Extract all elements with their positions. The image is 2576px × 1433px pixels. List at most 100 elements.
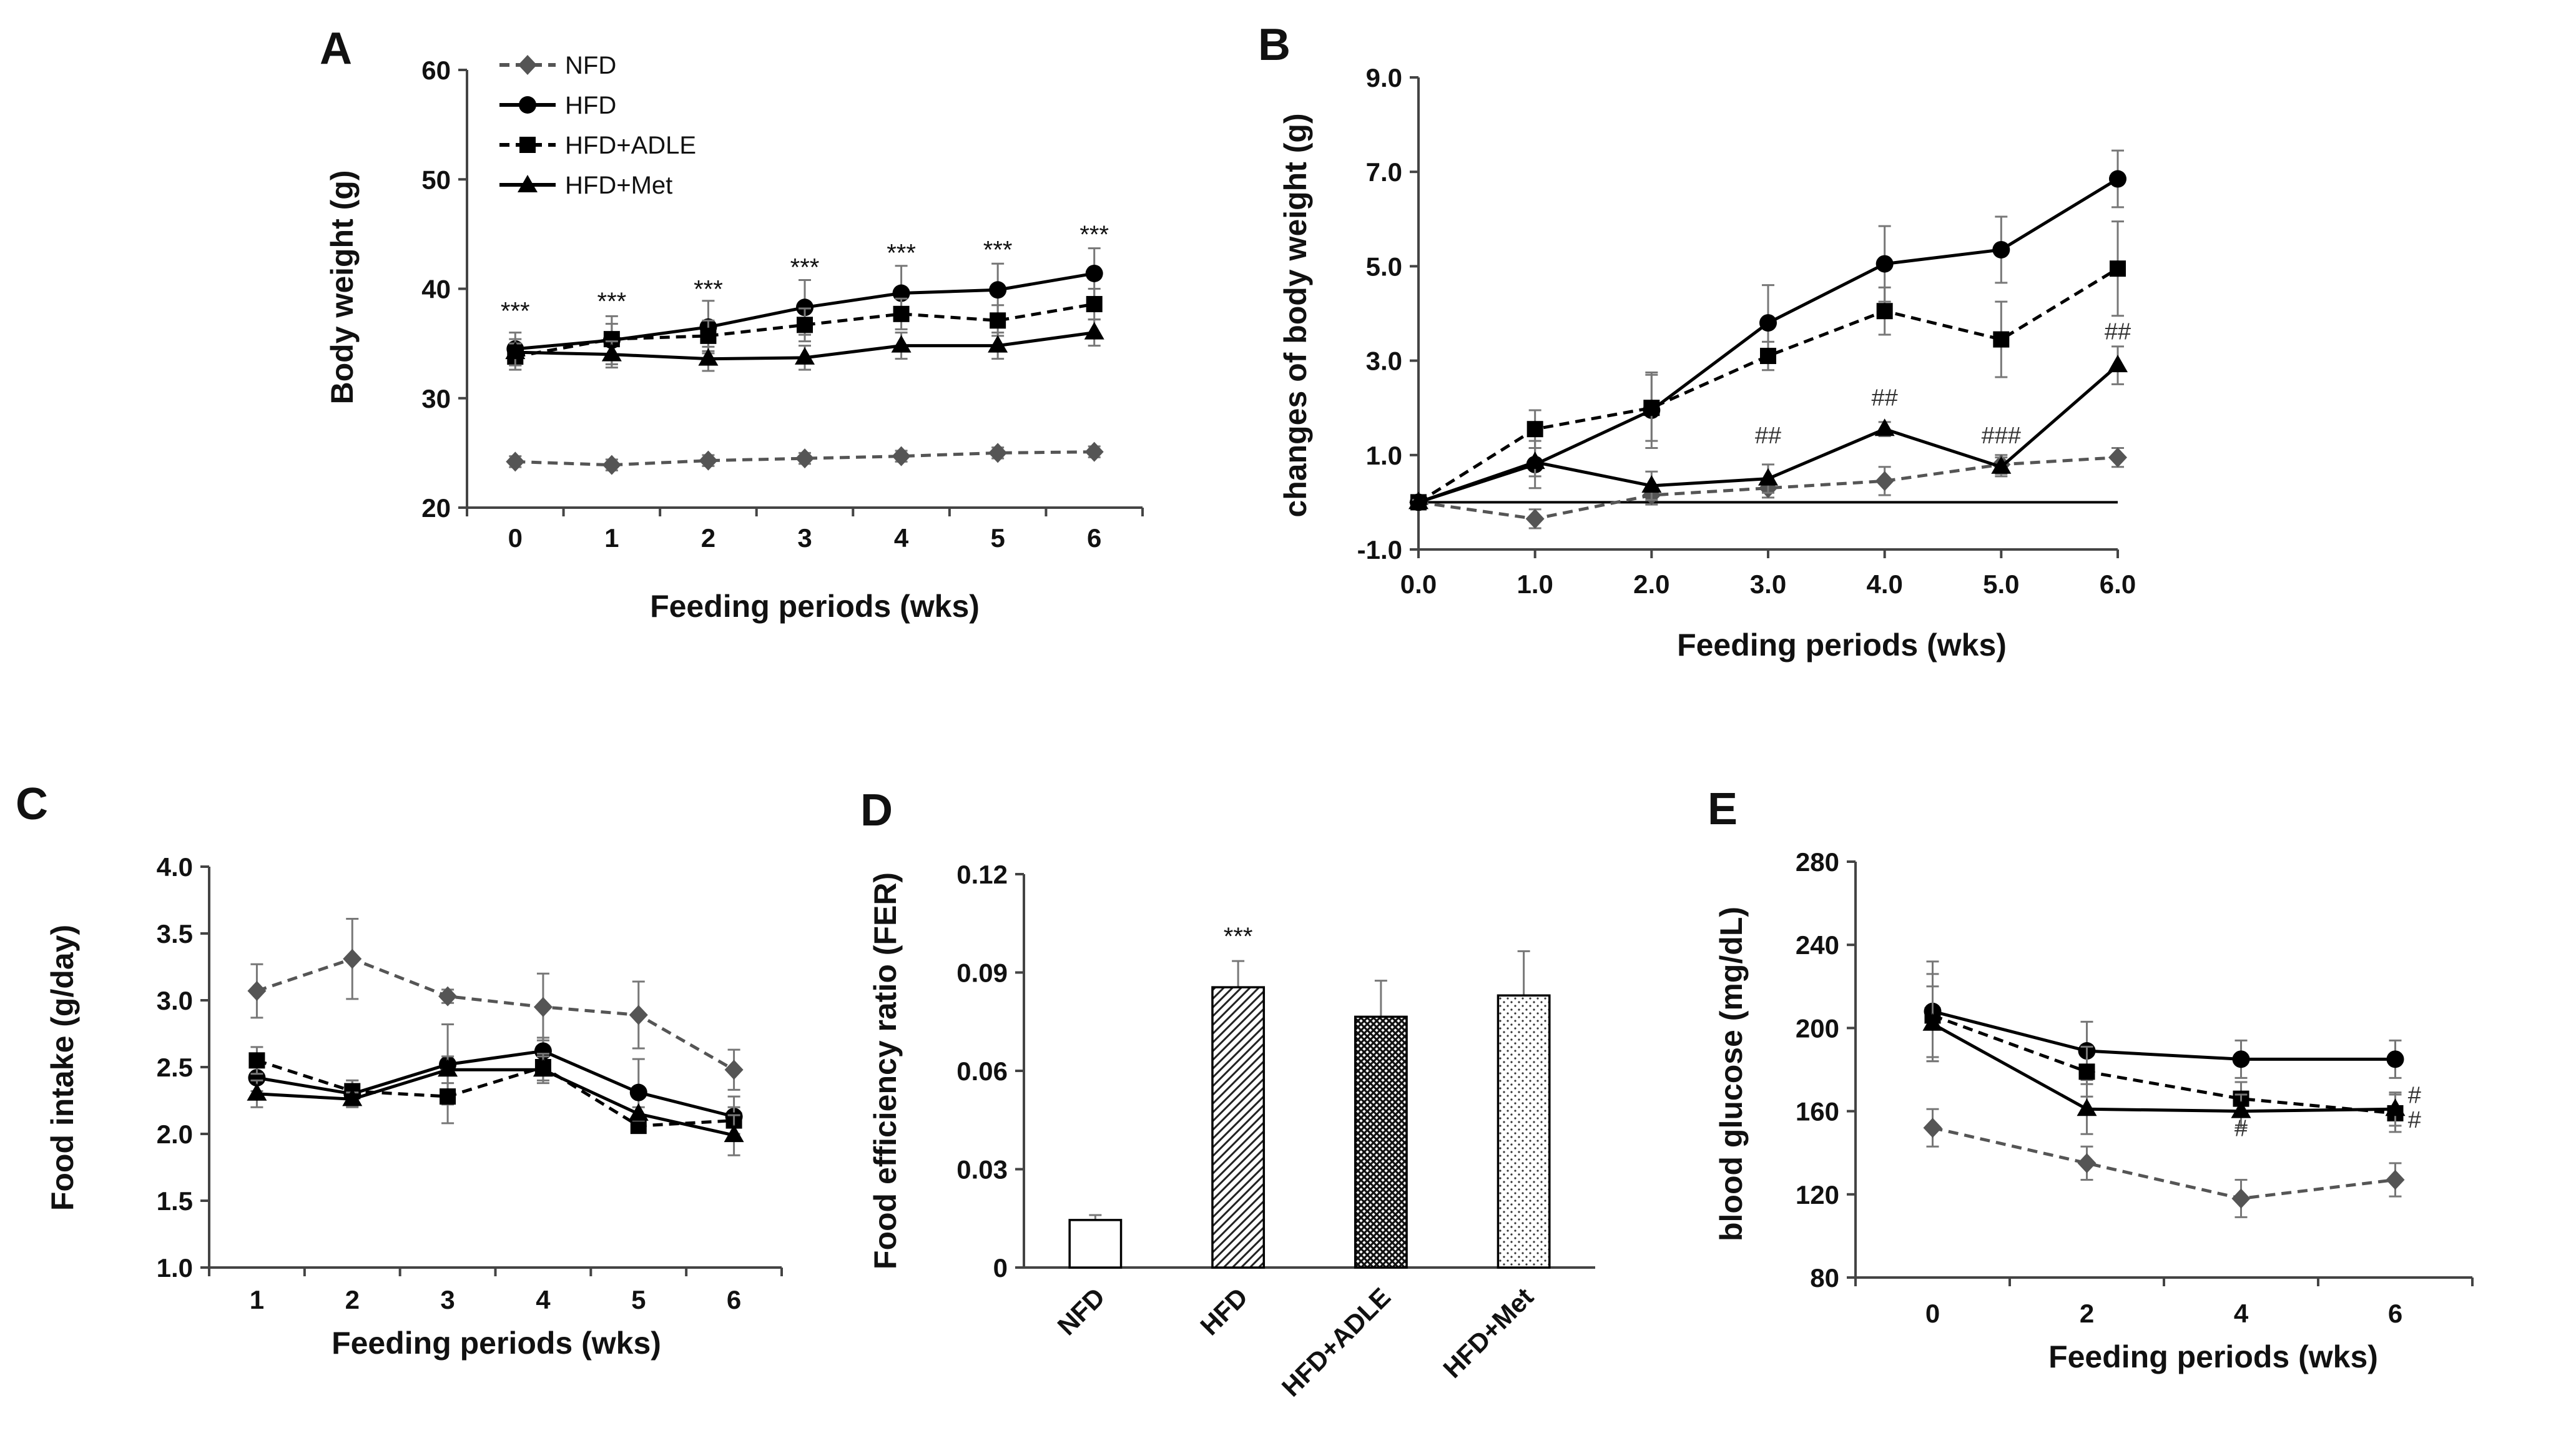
chart-a-point-hfd-met [988, 335, 1008, 353]
chart-e-point-hfd-met [2077, 1098, 2097, 1116]
chart-b-xlabel: Feeding periods (wks) [1677, 628, 2007, 662]
chart-c-series-line-hfd-met [257, 1068, 735, 1137]
chart-c-point-hfd-met [438, 1059, 458, 1077]
chart-d-bar-nfd [1068, 1219, 1123, 1269]
chart-c-xlabel: Feeding periods (wks) [332, 1326, 661, 1361]
chart-b-point-hfd [1759, 314, 1777, 332]
chart-c-y-tick-label: 3.5 [157, 919, 193, 948]
chart-b-point-nfd [1875, 471, 1894, 491]
chart-a-y-tick-label: 40 [421, 275, 451, 304]
chart-a-ylabel: Body weight (g) [325, 170, 360, 405]
chart-c-y-tick-label: 1.0 [157, 1253, 193, 1283]
chart-e-point-hfd-met [2385, 1098, 2406, 1116]
chart-e-point-nfd [1923, 1118, 1942, 1138]
chart-b-point-hfd-adle [1526, 421, 1543, 438]
chart-a-point-nfd [1084, 441, 1104, 462]
chart-b-point-hfd [2109, 170, 2126, 188]
chart-e-series-line-hfd-met [1932, 1022, 2396, 1113]
chart-b-x-tick-label: 6.0 [2100, 569, 2136, 599]
chart-c-series-hfd-met [247, 1055, 744, 1156]
chart-a-x-tick-label: 6 [1087, 523, 1101, 553]
chart-b-annotation: ## [1755, 423, 1781, 449]
chart-d-category-label: HFD+Met [1437, 1282, 1539, 1384]
chart-b-y-tick-label: 9.0 [1366, 63, 1402, 92]
chart-a-xlabel: Feeding periods (wks) [650, 589, 980, 624]
chart-a-y-tick-label: 20 [421, 493, 451, 523]
chart-e-point-hfd-adle [2078, 1063, 2095, 1080]
chart-d-annotation: *** [1224, 923, 1253, 950]
chart-c-x-tick-label: 6 [727, 1285, 741, 1314]
legend-item-hfd-met: HFD+Met [499, 172, 672, 199]
chart-b-point-hfd-met [1874, 418, 1895, 436]
chart-b-point-hfd-adle [1760, 348, 1776, 365]
chart-a-y-tick-label: 50 [421, 165, 451, 194]
chart-c-series-line-hfd [257, 1049, 735, 1118]
chart-b-point-hfd [1992, 240, 2010, 259]
chart-e-annotation: # [2408, 1107, 2421, 1133]
chart-a-point-hfd-adle [893, 305, 910, 322]
chart-b-plot: -1.0 1.0 3.0 5.0 7.0 9.0 0.0 1.0 2.0 3.0 4.0 5.0 6.0… [1357, 63, 2136, 599]
chart-a-series-hfd-met [505, 318, 1104, 372]
chart-a-point-hfd [796, 298, 814, 317]
chart-a-point-nfd [602, 455, 621, 475]
chart-e-series-nfd [1923, 1108, 2405, 1218]
chart-b-point-hfd-met [1525, 451, 1545, 470]
chart-b-x-tick-label: 1.0 [1517, 569, 1553, 599]
chart-c-x-tick-label: 5 [631, 1285, 646, 1314]
chart-d-category-label: NFD [1051, 1282, 1110, 1341]
chart-a-x-tick-label: 5 [990, 523, 1005, 553]
chart-b-point-nfd [1525, 508, 1545, 529]
chart-a-x-tick-label: 4 [894, 523, 909, 553]
legend-label-nfd: NFD [565, 52, 616, 79]
chart-a-point-nfd [988, 443, 1008, 463]
chart-a-legend: NFD HFD HFD+ADLE HFD+Met [499, 52, 696, 199]
chart-e-annotation: # [2408, 1082, 2421, 1108]
legend-label-hfd-met: HFD+Met [565, 172, 672, 199]
panel-label-e: E [1708, 784, 1738, 834]
chart-a-point-nfd [892, 446, 911, 466]
panel-label-d: D [860, 785, 893, 835]
chart-a-point-hfd [892, 284, 910, 302]
chart-a-point-hfd-met [891, 335, 912, 353]
chart-e-series-hfd-met [1922, 985, 2406, 1135]
chart-b-point-hfd-met [1758, 468, 1778, 486]
chart-d-category-label: HFD [1194, 1282, 1253, 1341]
chart-b-x-tick-label: 5.0 [1983, 569, 2019, 599]
chart-d-bar-hfd-adle [1354, 1015, 1408, 1269]
chart-b-y-tick-label: 5.0 [1366, 252, 1402, 281]
panel-label-c: C [16, 779, 48, 829]
chart-c-y-tick-label: 2.0 [157, 1120, 193, 1149]
chart-c-point-hfd-met [533, 1059, 553, 1077]
chart-a-point-hfd-adle [797, 317, 813, 333]
chart-d-y-tick-label: 0.12 [956, 860, 1008, 889]
chart-a-point-hfd-adle [1086, 296, 1103, 313]
chart-a-annotation: *** [501, 298, 530, 325]
chart-b-point-hfd-met [1991, 456, 2012, 474]
chart-c-series-nfd [247, 917, 744, 1091]
chart-e-x-tick-label: 2 [2080, 1299, 2094, 1328]
chart-c-point-hfd [534, 1042, 552, 1060]
chart-b-series-hfd-met [1408, 345, 2128, 510]
chart-c-x-tick-label: 1 [250, 1285, 264, 1314]
chart-d-category-label: HFD+ADLE [1276, 1282, 1396, 1402]
chart-b-point-hfd-met [2108, 355, 2128, 373]
chart-a-x-tick-label: 0 [508, 523, 523, 553]
chart-a-point-hfd [1085, 264, 1103, 282]
chart-e-y-tick-label: 200 [1796, 1013, 1839, 1043]
chart-e-y-tick-label: 80 [1810, 1263, 1839, 1293]
chart-d-y-tick-label: 0 [993, 1253, 1008, 1283]
chart-a-annotation: *** [694, 276, 723, 303]
legend-label-hfd: HFD [565, 92, 616, 119]
chart-c-point-nfd [343, 948, 362, 969]
chart-b-point-hfd-adle [1643, 400, 1660, 416]
chart-c-point-nfd [629, 1005, 648, 1025]
chart-c-point-hfd-met [628, 1103, 649, 1121]
chart-c-y-tick-label: 2.5 [157, 1053, 193, 1082]
chart-d-y-tick-label: 0.09 [956, 958, 1008, 988]
chart-c-y-tick-label: 1.5 [157, 1186, 193, 1216]
chart-c-point-hfd-met [247, 1083, 267, 1101]
chart-a-point-hfd-met [505, 342, 526, 360]
chart-a-point-hfd-met [795, 347, 815, 365]
